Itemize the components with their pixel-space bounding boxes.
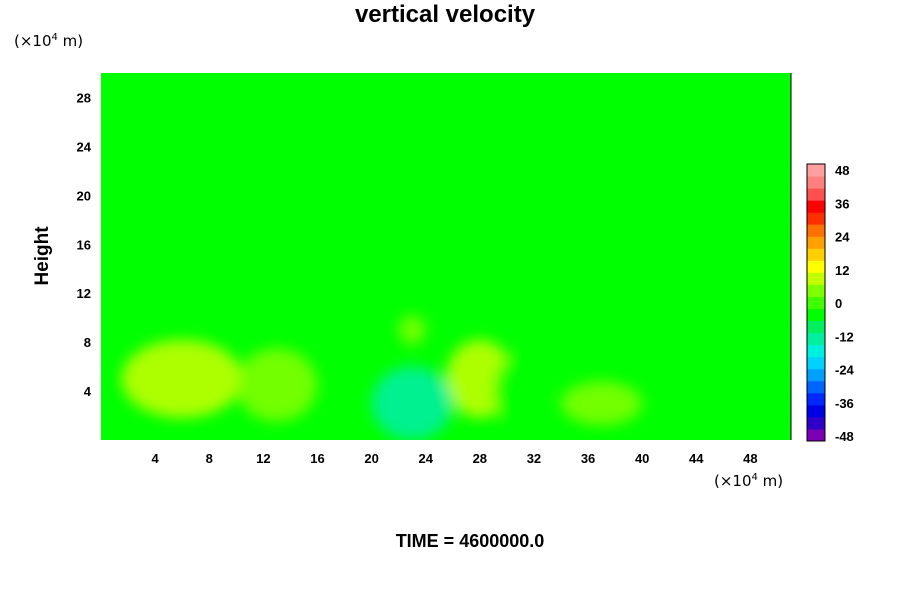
x-tick-label: 28 <box>473 451 487 466</box>
colorbar-swatch <box>807 296 825 310</box>
colorbar-tick-label: 24 <box>835 230 850 245</box>
y-tick-label: 4 <box>84 384 92 399</box>
x-tick-label: 48 <box>743 451 757 466</box>
colorbar-frame <box>806 163 826 442</box>
x-axis-unit: (×104 m) <box>714 472 784 490</box>
colorbar-swatch <box>807 332 825 346</box>
colorbar-tick-label: 36 <box>835 196 849 211</box>
time-label: TIME = 4600000.0 <box>395 531 545 551</box>
colorbar-swatch <box>807 392 825 406</box>
colorbar-swatch <box>807 308 825 322</box>
colorbar-swatch <box>807 404 825 418</box>
x-tick-label: 44 <box>689 451 704 466</box>
colorbar-swatch <box>807 272 825 285</box>
colorbar-tick-label: -36 <box>835 396 854 411</box>
x-tick-label: 36 <box>581 451 595 466</box>
contour-downdraft <box>493 354 548 428</box>
colorbar-swatch <box>807 368 825 382</box>
y-tick-label: 12 <box>77 286 91 301</box>
x-tick-label: 32 <box>527 451 541 466</box>
colorbar-swatch <box>807 200 825 213</box>
colorbar-swatch <box>807 212 825 225</box>
colorbar-tick-label: -12 <box>835 329 854 344</box>
colorbar-swatch <box>807 248 825 261</box>
x-tick-label: 12 <box>256 451 270 466</box>
plot-area <box>101 73 791 440</box>
contour-updraft <box>561 381 643 426</box>
x-tick-label: 8 <box>206 451 213 466</box>
colorbar-swatch <box>807 380 825 394</box>
contour-updraft <box>121 339 244 418</box>
x-tick-label: 40 <box>635 451 649 466</box>
contour-updraft <box>398 315 426 345</box>
colorbar-tick-label: -48 <box>835 429 854 444</box>
colorbar-swatch <box>807 428 825 442</box>
colorbar-tick-label: -24 <box>835 363 855 378</box>
colorbar-swatch <box>807 356 825 370</box>
y-tick-label: 16 <box>77 237 91 252</box>
y-axis-unit: (×104 m) <box>14 32 84 50</box>
colorbar: 48 36 24 12 0 -12 -24 -36 -48 <box>806 163 855 444</box>
colorbar-swatch <box>807 176 825 189</box>
colorbar-tick-label: 12 <box>835 263 849 278</box>
colorbar-swatch <box>807 260 825 273</box>
x-tick-label: 20 <box>364 451 378 466</box>
y-tick-label: 24 <box>77 139 92 154</box>
x-tick-label: 24 <box>418 451 433 466</box>
colorbar-swatch <box>807 164 825 177</box>
colorbar-swatch <box>807 320 825 334</box>
colorbar-swatch <box>807 188 825 201</box>
colorbar-swatch <box>807 284 825 297</box>
colorbar-swatch <box>807 236 825 249</box>
contour-downdraft <box>736 256 791 330</box>
contour-downdraft <box>662 376 731 431</box>
y-tick-label: 28 <box>77 90 91 105</box>
chart-title: vertical velocity <box>354 1 536 28</box>
colorbar-swatch <box>807 344 825 358</box>
colorbar-swatch <box>807 224 825 237</box>
contour-fields <box>121 256 791 440</box>
x-tick-label: 4 <box>152 451 160 466</box>
colorbar-tick-label: 0 <box>835 296 842 311</box>
x-tick-label: 16 <box>310 451 324 466</box>
y-tick-label: 8 <box>84 335 91 350</box>
contour-updraft <box>236 348 318 422</box>
colorbar-swatch <box>807 416 825 430</box>
contour-downdraft <box>371 366 453 440</box>
colorbar-tick-label: 48 <box>835 163 849 178</box>
y-tick-label: 20 <box>77 188 91 203</box>
